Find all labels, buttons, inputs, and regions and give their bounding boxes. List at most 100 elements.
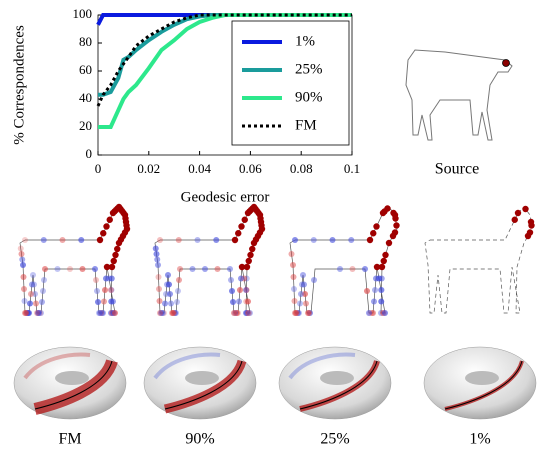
dog-point	[245, 310, 251, 316]
caption: FM	[58, 431, 81, 448]
dog-point	[92, 266, 98, 272]
caption: 90%	[185, 431, 214, 448]
dog-point	[237, 287, 243, 293]
dog-point	[378, 287, 385, 293]
dog-point	[393, 222, 400, 229]
dog-point	[288, 251, 295, 257]
dog-point	[378, 287, 384, 293]
y-tick-label: 40	[79, 90, 92, 105]
dog-point	[106, 216, 113, 223]
dog-point	[247, 251, 254, 259]
dog-point	[373, 275, 379, 282]
dog-point	[366, 310, 372, 316]
dog-point	[373, 263, 381, 271]
dog-point	[378, 298, 385, 305]
dog-point	[247, 310, 253, 316]
dog-point	[110, 257, 117, 265]
dog-point	[298, 291, 304, 297]
dog-point	[385, 239, 393, 247]
dog-point	[243, 287, 249, 293]
dog-point	[42, 266, 48, 272]
dog-point	[362, 266, 368, 272]
dog-point	[300, 272, 306, 278]
dog-point	[310, 237, 317, 243]
dog-point	[245, 298, 251, 305]
dog-point	[227, 266, 233, 272]
dog-point	[291, 298, 298, 304]
dog-point	[108, 287, 114, 293]
torus-hole	[55, 371, 89, 385]
dog-shape	[152, 203, 266, 316]
dog-point	[155, 274, 162, 280]
x-tick-label: 0.06	[239, 161, 262, 176]
dog-point	[228, 277, 234, 283]
dog-point	[238, 263, 246, 271]
legend-label: FM	[295, 117, 317, 133]
dog-point	[370, 230, 377, 237]
x-tick-label: 0.02	[137, 161, 160, 176]
dog-point	[100, 230, 107, 237]
dog-point	[108, 275, 115, 282]
dog-point	[167, 291, 173, 297]
torus-geodesic	[164, 360, 243, 410]
dog-point	[166, 281, 172, 288]
dog-point	[241, 216, 248, 223]
dog-point	[59, 237, 66, 243]
dog-point	[153, 251, 160, 257]
dog-point	[249, 245, 256, 253]
dog-point	[174, 299, 180, 305]
dog-point	[213, 237, 220, 243]
dog-point	[364, 288, 370, 294]
dog-point	[243, 275, 250, 282]
dog-point	[21, 286, 27, 292]
torus-geodesic	[444, 360, 523, 410]
dog-point	[238, 223, 245, 230]
dog-point	[291, 286, 297, 292]
dog-point	[301, 281, 307, 288]
dog-point	[349, 266, 356, 272]
dog-point	[99, 310, 105, 316]
dog-point	[20, 262, 26, 268]
dog-point	[162, 300, 168, 307]
y-tick-label: 0	[86, 146, 93, 161]
dog-point	[373, 223, 380, 230]
dog-point	[96, 310, 102, 316]
torus-hole	[465, 371, 499, 385]
dog-point	[41, 277, 47, 283]
dog-point	[110, 298, 116, 305]
dog-point	[35, 310, 41, 316]
dog-point	[29, 281, 35, 288]
dog-point	[103, 223, 110, 230]
dog-point	[103, 263, 111, 271]
dog-point	[20, 274, 27, 280]
dog-point	[230, 299, 236, 305]
dog-point	[67, 266, 73, 272]
dog-point	[366, 236, 374, 244]
dog-point	[79, 266, 86, 272]
dog-point	[290, 274, 297, 280]
dog-point	[155, 262, 161, 268]
dog-point	[290, 262, 296, 268]
dog-point	[159, 310, 165, 316]
dog-point	[54, 266, 61, 272]
dog-point	[22, 310, 28, 316]
dog-point	[329, 237, 336, 243]
dog-point	[31, 281, 37, 288]
dog-point	[297, 300, 303, 307]
dog-point	[522, 205, 529, 213]
dog-point	[32, 291, 38, 297]
legend-label: 25%	[295, 61, 323, 77]
dog-point	[161, 310, 167, 316]
dog-point	[21, 298, 28, 304]
dog-point	[17, 245, 24, 252]
dog-point	[98, 310, 104, 316]
dog-point	[371, 298, 377, 305]
dog-point	[158, 310, 164, 316]
dog-point	[524, 232, 532, 240]
dog-point	[214, 266, 221, 272]
dog-point	[112, 251, 119, 259]
torus-noise	[288, 352, 356, 380]
dog-point	[389, 232, 397, 240]
dog-point	[34, 310, 40, 316]
dog-point	[163, 291, 169, 297]
